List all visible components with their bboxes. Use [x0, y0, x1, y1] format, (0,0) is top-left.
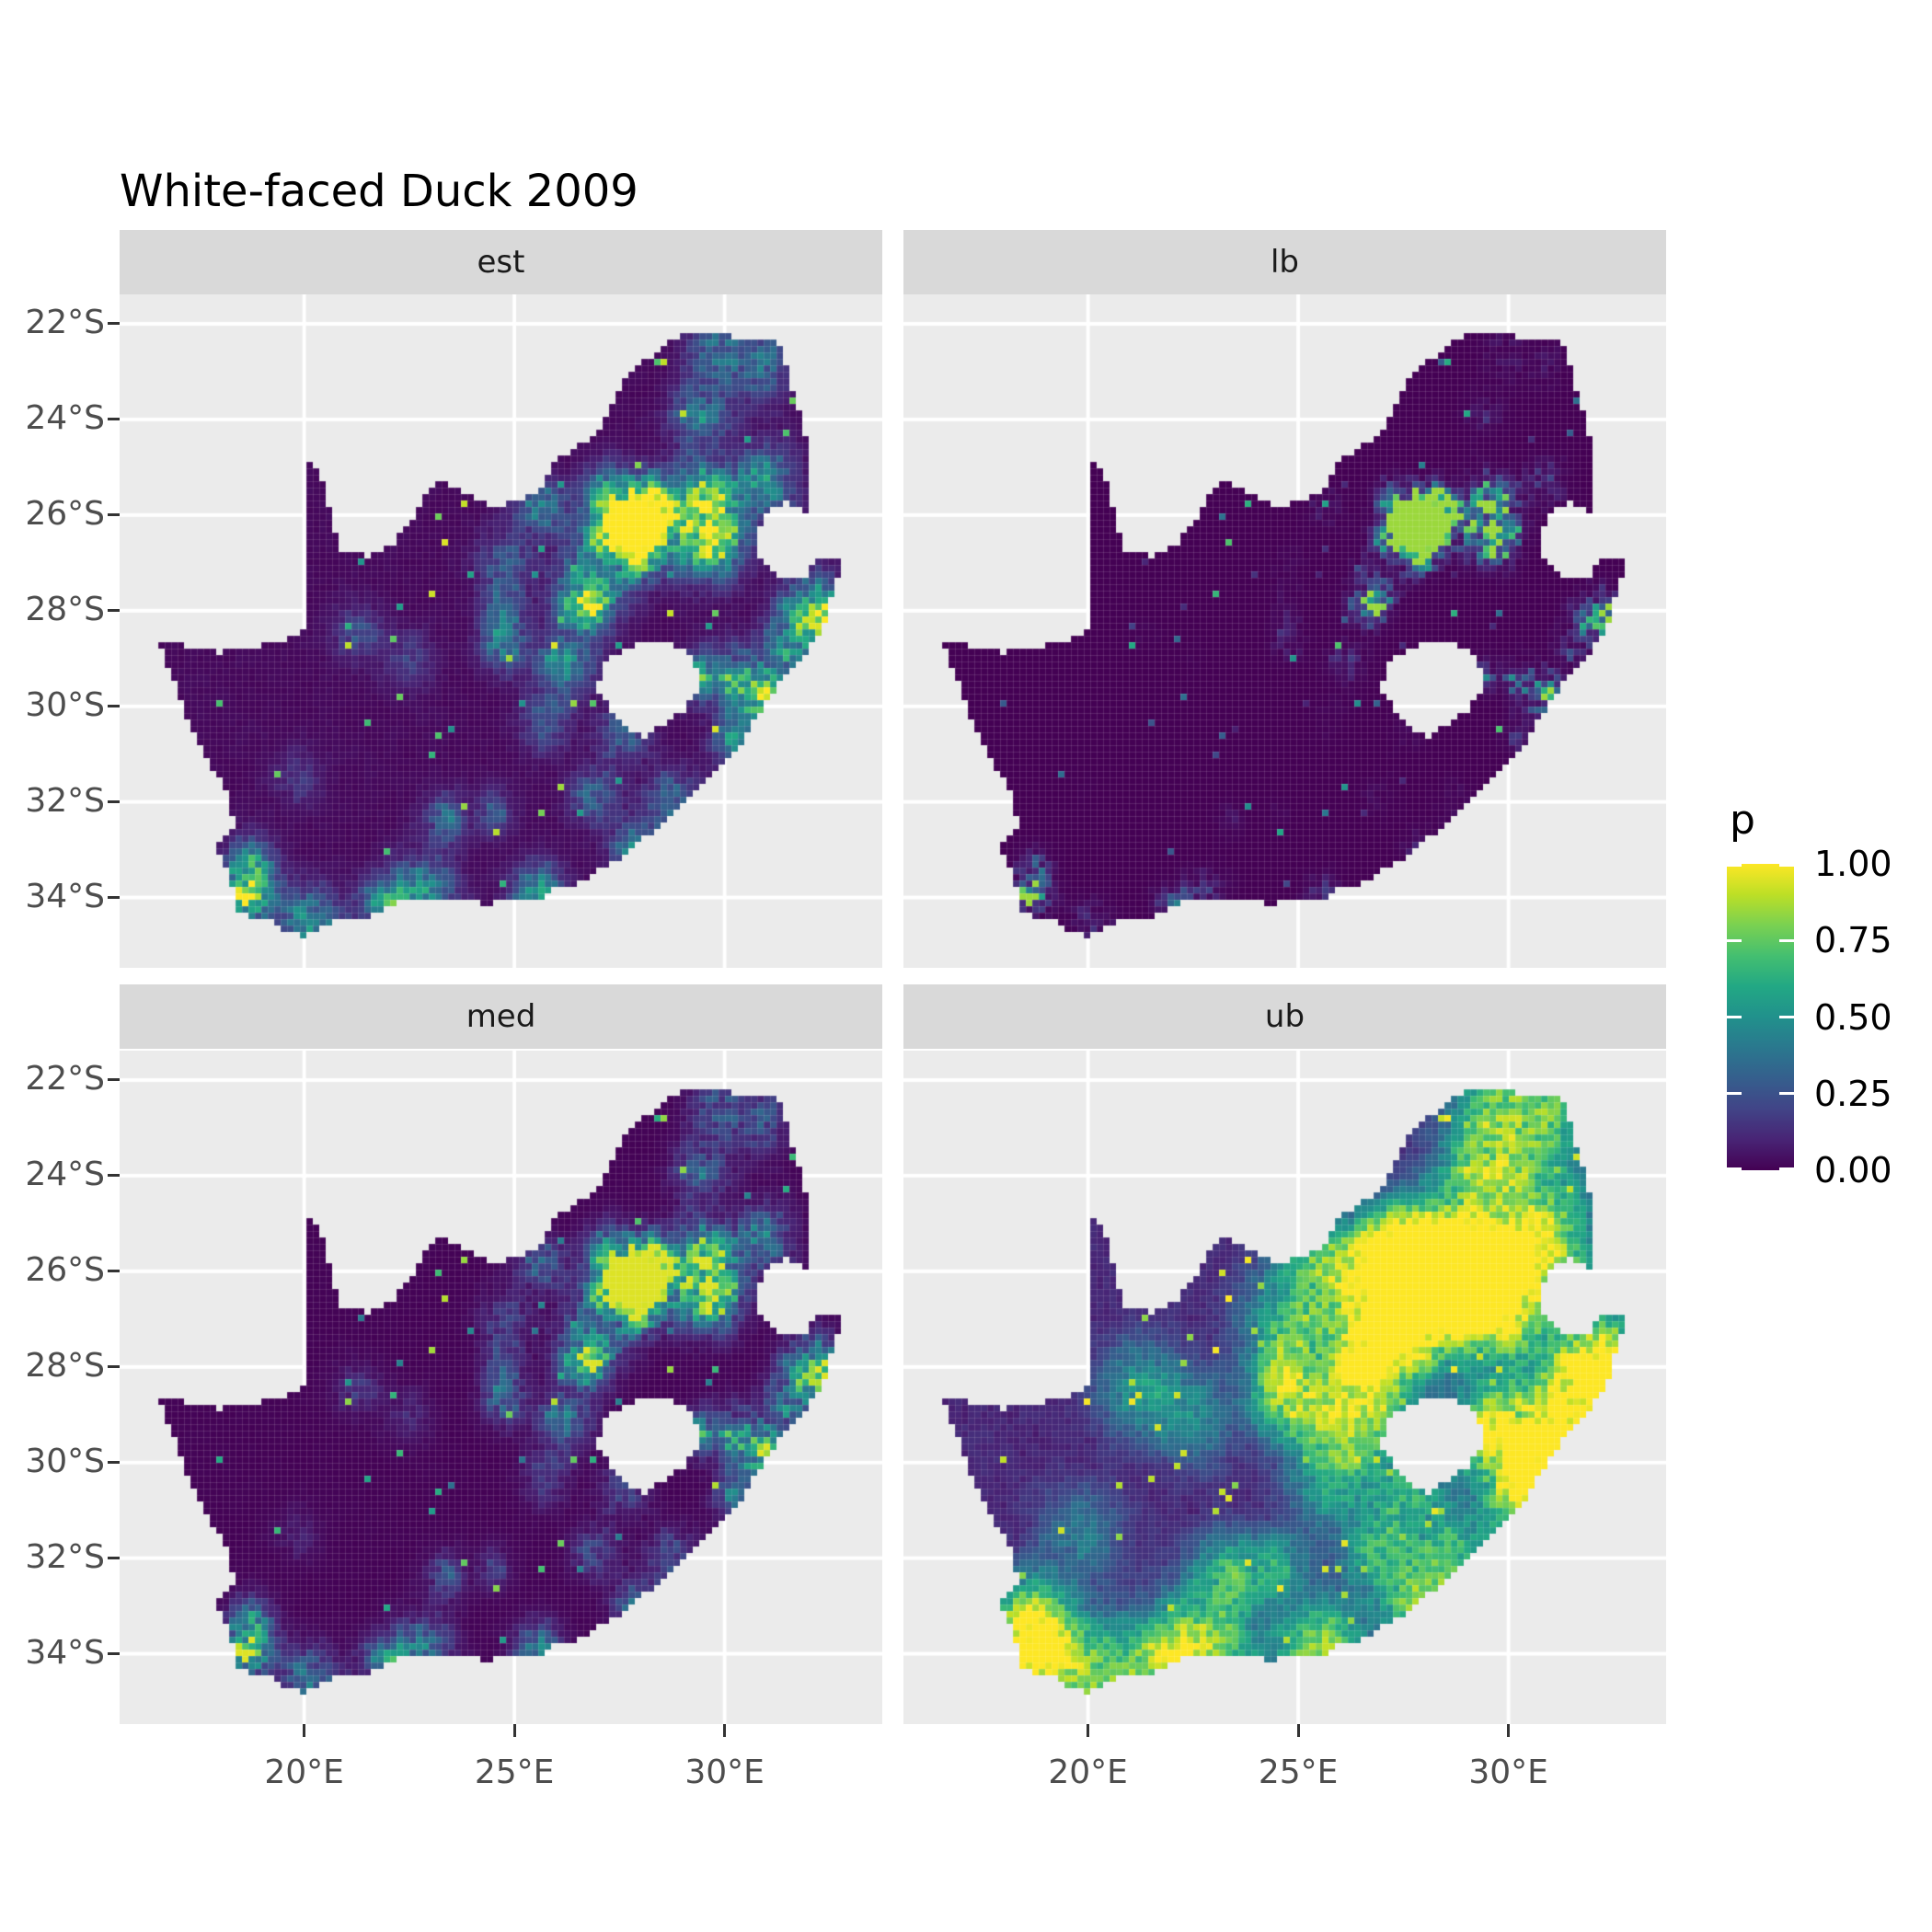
x-axis-tick — [723, 1724, 727, 1737]
legend-tick-mark — [1779, 1167, 1794, 1170]
legend-label-0.75: 0.75 — [1814, 920, 1892, 961]
facet-panel-lb — [903, 294, 1666, 968]
y-axis-label-24°S: 24°S — [25, 1155, 105, 1193]
facet-strip-med: med — [120, 984, 882, 1049]
y-axis-label-28°S: 28°S — [25, 590, 105, 628]
y-axis-tick — [108, 1365, 120, 1369]
facet-raster-est — [120, 294, 882, 968]
facet-strip-lb: lb — [903, 230, 1666, 294]
plot-title: White-faced Duck 2009 — [120, 166, 638, 217]
legend-tick-mark — [1727, 1167, 1742, 1170]
y-axis-label-32°S: 32°S — [25, 781, 105, 820]
x-axis-label-30°E: 30°E — [684, 1754, 765, 1791]
facet-strip-label-lb: lb — [1270, 244, 1300, 281]
legend-label-0.00: 0.00 — [1814, 1150, 1892, 1190]
y-axis-tick — [108, 1557, 120, 1560]
y-axis-tick — [108, 322, 120, 326]
legend-label-0.25: 0.25 — [1814, 1073, 1892, 1114]
legend-tick-mark — [1779, 938, 1794, 942]
y-axis-tick — [108, 609, 120, 613]
y-axis-label-26°S: 26°S — [25, 1250, 105, 1289]
x-axis-label-25°E: 25°E — [474, 1754, 555, 1791]
x-axis-tick — [1296, 1724, 1300, 1737]
y-axis-tick — [108, 1270, 120, 1273]
legend-tick-mark — [1727, 1092, 1742, 1096]
y-axis-label-34°S: 34°S — [25, 1633, 105, 1672]
legend-label-0.50: 0.50 — [1814, 996, 1892, 1038]
legend-tick-mark — [1779, 1092, 1794, 1096]
y-axis-label-22°S: 22°S — [25, 303, 105, 341]
facet-raster-med — [120, 1051, 882, 1724]
x-axis-label-30°E: 30°E — [1468, 1754, 1548, 1791]
y-axis-label-32°S: 32°S — [25, 1537, 105, 1576]
y-axis-label-34°S: 34°S — [25, 877, 105, 915]
facet-strip-label-med: med — [466, 998, 536, 1035]
y-axis-tick — [108, 418, 120, 421]
facet-strip-label-est: est — [477, 244, 525, 281]
facet-strip-ub: ub — [903, 984, 1666, 1049]
y-axis-label-22°S: 22°S — [25, 1059, 105, 1098]
y-axis-tick — [108, 800, 120, 804]
legend-label-1.00: 1.00 — [1814, 844, 1892, 884]
y-axis-tick — [108, 1652, 120, 1656]
legend-tick-mark — [1727, 864, 1742, 867]
legend-tick-mark — [1779, 1016, 1794, 1018]
y-axis-tick — [108, 896, 120, 900]
legend-tick-mark — [1727, 938, 1742, 942]
legend-tick-mark — [1779, 864, 1794, 867]
facet-raster-ub — [903, 1051, 1666, 1724]
y-axis-label-30°S: 30°S — [25, 1442, 105, 1480]
y-axis-label-28°S: 28°S — [25, 1346, 105, 1385]
facet-strip-est: est — [120, 230, 882, 294]
x-axis-label-25°E: 25°E — [1258, 1754, 1339, 1791]
y-axis-label-30°S: 30°S — [25, 685, 105, 724]
y-axis-tick — [108, 1078, 120, 1082]
y-axis-label-24°S: 24°S — [25, 398, 105, 437]
x-axis-label-20°E: 20°E — [1048, 1754, 1128, 1791]
y-axis-tick — [108, 705, 120, 708]
facet-strip-label-ub: ub — [1264, 998, 1305, 1035]
facet-panel-med — [120, 1051, 882, 1724]
facet-raster-lb — [903, 294, 1666, 968]
y-axis-label-26°S: 26°S — [25, 494, 105, 533]
x-axis-tick — [1087, 1724, 1090, 1737]
x-axis-tick — [512, 1724, 516, 1737]
x-axis-tick — [1507, 1724, 1511, 1737]
legend-title: p — [1730, 797, 1755, 844]
x-axis-tick — [303, 1724, 306, 1737]
y-axis-tick — [108, 513, 120, 517]
legend-tick-mark — [1727, 1016, 1742, 1018]
facet-panel-est — [120, 294, 882, 968]
y-axis-tick — [108, 1174, 120, 1178]
facet-panel-ub — [903, 1051, 1666, 1724]
y-axis-tick — [108, 1461, 120, 1465]
x-axis-label-20°E: 20°E — [264, 1754, 344, 1791]
